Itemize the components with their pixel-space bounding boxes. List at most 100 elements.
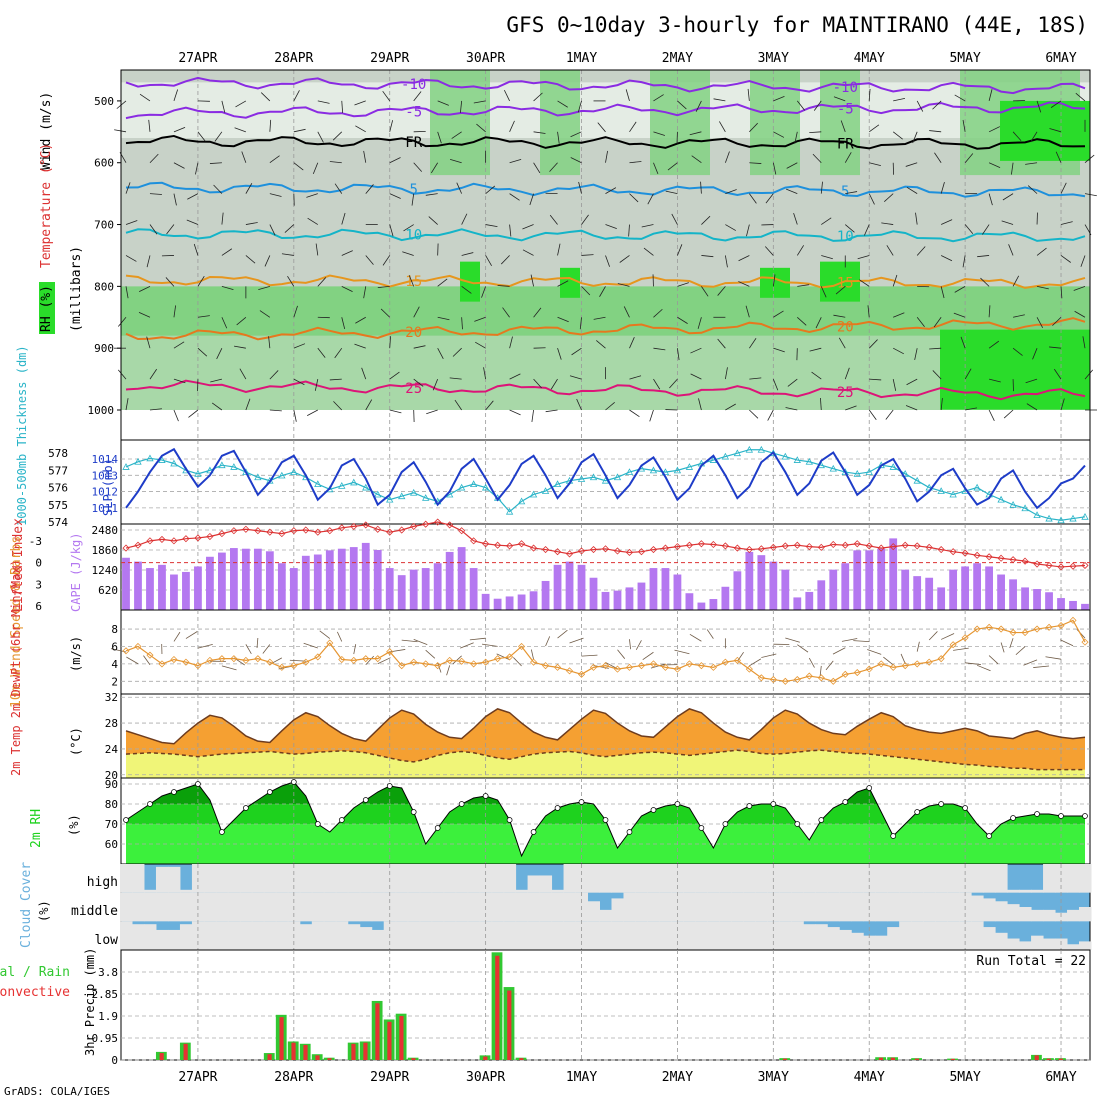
wind-barb [187, 193, 199, 200]
lifted-index-point [1033, 560, 1041, 568]
wind10m-point [817, 674, 825, 682]
wind-barb [738, 255, 750, 262]
wind-barb [838, 337, 846, 349]
wind-barb [1002, 193, 1014, 201]
tick-label: 0 [111, 1054, 118, 1067]
cloud-gap [1079, 941, 1092, 950]
wind-barb [960, 336, 966, 349]
wind10m-barb [853, 640, 870, 643]
wind-barb [629, 409, 640, 418]
isotherm-line [125, 101, 1086, 120]
lifted-index-point [494, 541, 502, 549]
wind10m-point [242, 656, 250, 664]
cape-bar [1045, 592, 1053, 610]
isotherm-label: FR [837, 136, 854, 152]
cloud-gap [875, 935, 888, 950]
wind10m-barb [545, 636, 551, 647]
cloud-gap [995, 901, 1008, 922]
wind10m-markers [122, 616, 1089, 685]
cloud-gap [875, 892, 888, 922]
cape-bar [433, 563, 442, 610]
lifted-index-point [446, 521, 454, 529]
wind10m-point [925, 658, 933, 666]
rh2m-point [986, 833, 992, 839]
cloud-gap [947, 921, 960, 950]
wind-barb [1060, 255, 1071, 263]
thickness-point [949, 490, 957, 498]
wind-barb [844, 152, 852, 163]
cloud-gap [995, 864, 1008, 893]
slp-ylabel: SLP (mb) [101, 458, 115, 516]
cloud-gap [311, 921, 325, 950]
wind-barb [929, 347, 942, 350]
cape-bar [553, 564, 562, 610]
lifted-index-point [470, 537, 478, 545]
wind-barb [724, 367, 728, 380]
cape-bar [925, 577, 934, 610]
wind-barb [647, 193, 654, 205]
cloud-ylabel: Cloud Cover [19, 862, 34, 948]
tick-label: 575 [48, 499, 68, 512]
wind-barb [125, 286, 129, 299]
wind10m-point [961, 634, 969, 642]
wind-barb [725, 224, 736, 231]
wind10m-point [518, 642, 526, 651]
thickness-point [146, 454, 154, 462]
wind-barb [1060, 398, 1065, 411]
wind-barb [193, 243, 199, 256]
thickness-point [362, 483, 370, 491]
wind10m-barb [460, 642, 474, 649]
wind-barb [982, 224, 990, 235]
wind-barb [361, 367, 367, 380]
thickness-point [457, 483, 466, 491]
bottom-date-label: 3MAY [758, 1070, 789, 1085]
cloud-gap [899, 921, 912, 950]
wind10m-barb [413, 638, 428, 645]
isotherm-label: -5 [405, 104, 422, 120]
wind-barb [125, 220, 138, 225]
precip-ticks: 3.8 2.85 1.9 0.95 0 [92, 966, 119, 1067]
rh2m-point [842, 799, 849, 805]
thickness-point [661, 468, 670, 475]
wind-barb [461, 286, 472, 294]
cloud-gap [803, 924, 816, 950]
cloud-gap [1055, 912, 1068, 922]
wind-barb [773, 96, 785, 102]
cloud-blocks [120, 864, 1092, 950]
wind-barb [1080, 255, 1086, 267]
rh2m-point [147, 801, 153, 807]
wind-barb [579, 317, 582, 330]
wind-barb [940, 181, 945, 194]
wind-barb [623, 306, 630, 318]
cloud-gap [407, 864, 421, 893]
wind-barb [312, 162, 319, 175]
cloud-panel: high middle low Cloud Cover (%) [19, 862, 1092, 951]
wind-barb [988, 305, 991, 318]
wind10m-point [601, 662, 610, 670]
thickness-point [757, 445, 766, 453]
wind-barb [259, 310, 271, 318]
wind10m-point [697, 662, 705, 670]
wind-barb [117, 317, 127, 327]
thickness-point [541, 487, 550, 494]
cloud-gap [755, 892, 768, 922]
wind-barb [557, 316, 569, 323]
thickness-point [410, 488, 418, 496]
rh2m-point [123, 817, 129, 823]
wind-barb [197, 131, 206, 142]
cloud-gap [839, 892, 852, 922]
wind-barb [483, 367, 487, 380]
precip-conv-bar [890, 1057, 895, 1060]
cloud-gap [995, 932, 1008, 950]
wind-barb [117, 369, 127, 380]
wind-barb [485, 185, 496, 194]
cape-bar [1009, 579, 1017, 610]
wind-barb [430, 162, 439, 174]
cloud-gap [851, 892, 864, 922]
temp-yunit: (°C) [69, 727, 83, 756]
isotherm-line [125, 379, 1086, 401]
precip-conv-bar [950, 1058, 955, 1060]
upper-air-panel: -10 -10 -5 -5 FR FR 5 5 10 10 15 15 20 20 25 25 500 600 7… [39, 69, 1097, 441]
wind10m-barb [867, 649, 882, 655]
